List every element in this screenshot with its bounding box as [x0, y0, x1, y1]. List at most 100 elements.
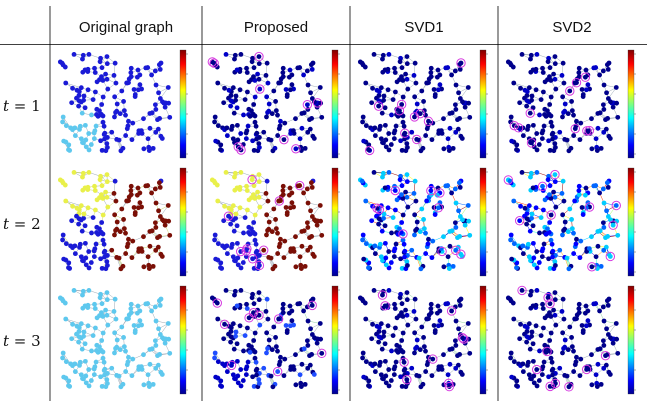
graph-node — [224, 133, 230, 139]
graph-node — [247, 113, 253, 119]
graph-node — [541, 123, 547, 129]
graph-node — [432, 94, 438, 99]
graph-node — [256, 54, 262, 59]
graph-node — [71, 169, 77, 175]
graph-node — [288, 87, 293, 93]
graph-node — [377, 123, 383, 129]
graph-node — [547, 183, 553, 189]
graph-panel — [505, 49, 636, 159]
graph-node — [600, 102, 606, 108]
graph-node — [93, 241, 99, 247]
graph-node — [251, 102, 257, 107]
graph-node — [360, 114, 366, 120]
graph-node — [539, 254, 545, 259]
graph-node — [314, 222, 320, 228]
graph-node — [222, 203, 227, 209]
graph-node — [449, 190, 454, 196]
graph-node — [234, 303, 240, 309]
graph-node — [426, 118, 431, 124]
graph-node — [598, 145, 604, 151]
graph-node — [91, 366, 97, 372]
graph-node — [126, 118, 131, 124]
graph-node — [101, 359, 107, 365]
graph-node — [369, 218, 375, 224]
graph-node — [421, 217, 426, 222]
graph-node — [111, 73, 117, 78]
sampled-node-marker — [513, 123, 524, 133]
graph-node — [275, 369, 281, 374]
graph-node — [254, 136, 259, 142]
graph-node — [83, 144, 89, 150]
graph-node — [83, 137, 89, 143]
graph-node — [363, 80, 369, 86]
graph-node — [156, 62, 162, 68]
graph-node — [392, 89, 398, 95]
graph-node — [60, 114, 66, 120]
graph-node — [149, 72, 154, 78]
graph-node — [93, 359, 99, 365]
graph-node — [66, 147, 71, 153]
graph-node — [123, 251, 129, 256]
sampled-node-marker — [582, 126, 592, 136]
graph-node — [264, 350, 269, 356]
graph-node — [281, 137, 287, 143]
graph-node — [305, 225, 311, 230]
graph-node — [150, 145, 156, 151]
graph-node — [411, 73, 417, 78]
graph-node — [508, 232, 514, 238]
graph-edge — [65, 82, 82, 88]
graph-node — [524, 98, 530, 104]
graph-node — [382, 223, 388, 229]
graph-node — [382, 122, 388, 128]
sampled-node-marker — [209, 58, 219, 68]
graph-edge — [513, 82, 530, 88]
graph-node — [99, 102, 105, 107]
graph-node — [304, 220, 310, 226]
graph-node — [99, 220, 105, 225]
graph-node — [607, 136, 613, 141]
graph-node — [295, 183, 301, 189]
graph-node — [508, 114, 514, 120]
graph-node — [69, 218, 75, 224]
graph-node — [256, 194, 262, 200]
graph-node — [552, 263, 558, 268]
graph-node — [72, 369, 78, 375]
graph-node — [539, 248, 545, 254]
graph-node — [400, 94, 406, 100]
graph-node — [265, 316, 271, 322]
graph-node — [276, 80, 282, 86]
sampled-node-marker — [608, 220, 618, 230]
graph-node — [392, 65, 397, 71]
graph-node — [405, 86, 411, 92]
graph-node — [235, 255, 241, 261]
graph-node — [524, 216, 530, 222]
graph-node — [564, 255, 570, 261]
graph-node — [363, 198, 369, 204]
graph-node — [112, 296, 118, 302]
graph-node — [393, 123, 399, 129]
graph-node — [97, 226, 102, 232]
graph-node — [288, 205, 293, 211]
sampled-node-marker — [509, 120, 519, 131]
graph-node — [251, 192, 256, 198]
graph-node — [105, 322, 111, 328]
graph-node — [244, 325, 250, 331]
graph-node — [404, 194, 410, 200]
graph-node — [60, 237, 65, 243]
graph-node — [263, 309, 269, 314]
graph-node — [449, 72, 454, 78]
graph-node — [370, 85, 375, 91]
graph-node — [242, 97, 248, 102]
graph-node — [562, 219, 568, 225]
graph-node — [389, 230, 394, 236]
sampled-node-marker — [565, 86, 575, 96]
graph-node — [308, 208, 313, 214]
graph-node — [92, 65, 97, 71]
graph-node — [380, 52, 386, 58]
graph-node — [134, 310, 140, 316]
graph-node — [116, 137, 122, 143]
graph-node — [561, 198, 567, 204]
graph-node — [278, 354, 283, 360]
graph-node — [76, 98, 82, 104]
graph-node — [605, 233, 611, 239]
